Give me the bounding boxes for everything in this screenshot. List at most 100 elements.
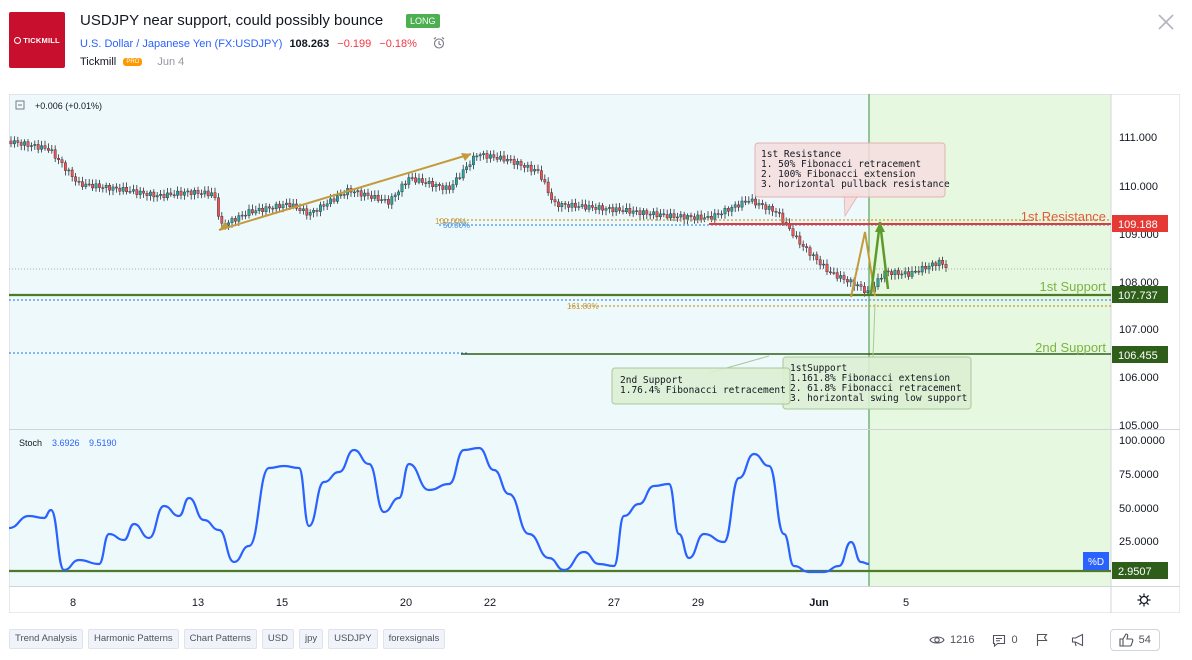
candle-body bbox=[278, 203, 281, 209]
candle-body bbox=[536, 169, 540, 171]
publish-date: Jun 4 bbox=[157, 56, 185, 68]
candle-body bbox=[57, 158, 61, 160]
symbol-price: 108.263 bbox=[289, 38, 330, 50]
candle-body bbox=[631, 210, 635, 214]
candle-body bbox=[397, 191, 400, 196]
alarm-clock-icon[interactable] bbox=[432, 36, 446, 50]
candle-body bbox=[533, 169, 537, 172]
candle-body bbox=[325, 203, 329, 207]
price-axis[interactable]: 111.000 110.000 109.000 108.000 107.000 … bbox=[1119, 132, 1159, 432]
candle-body bbox=[461, 169, 465, 179]
candle-body bbox=[625, 208, 628, 213]
candle-body bbox=[492, 154, 496, 158]
candle-body bbox=[529, 164, 533, 172]
projection-swing-gold[interactable] bbox=[850, 231, 876, 298]
candle-body bbox=[271, 207, 275, 210]
price-tick: 111.000 bbox=[1119, 132, 1157, 144]
stoch-axis[interactable]: 100.0000 75.0000 50.0000 25.0000 bbox=[1119, 435, 1165, 548]
settings-gear-icon[interactable] bbox=[1137, 593, 1151, 607]
candle-body bbox=[36, 144, 40, 150]
projection-arrow-up bbox=[875, 222, 885, 232]
candle-body bbox=[220, 216, 224, 224]
tag[interactable]: Trend Analysis bbox=[9, 629, 83, 649]
candle-body bbox=[849, 279, 853, 283]
stoch-projection-zone bbox=[869, 430, 1111, 586]
tag[interactable]: USD bbox=[261, 629, 294, 649]
trend-line[interactable] bbox=[218, 153, 472, 231]
candle-body bbox=[104, 185, 108, 188]
like-button[interactable]: 54 bbox=[1109, 629, 1160, 651]
time-axis[interactable]: 8 13 15 20 22 27 29 Jun 5 bbox=[70, 597, 909, 609]
candle-body bbox=[628, 208, 632, 214]
tag[interactable]: Chart Patterns bbox=[183, 629, 257, 649]
stoch-label: Stoch bbox=[19, 438, 42, 448]
time-tick: Jun bbox=[809, 597, 829, 609]
candle-body bbox=[557, 201, 560, 208]
candle-body bbox=[924, 266, 928, 270]
candle-body bbox=[611, 207, 615, 213]
stoch-d-value: 9.5190 bbox=[89, 438, 117, 448]
chart-svg[interactable]: +0.006 (+0.01%) 111.000 110.000 109.000 … bbox=[8, 93, 1181, 614]
candle-body bbox=[186, 190, 190, 193]
candle-body bbox=[47, 148, 50, 151]
tag[interactable]: USDJPY bbox=[328, 629, 378, 649]
candle-body bbox=[832, 272, 836, 274]
candle-body bbox=[730, 207, 734, 212]
candle-body bbox=[165, 192, 169, 199]
author-name[interactable]: Tickmill bbox=[80, 56, 117, 68]
candle-body bbox=[543, 179, 547, 183]
candle-body bbox=[125, 187, 129, 193]
stoch-line[interactable] bbox=[8, 446, 870, 574]
candle-body bbox=[380, 199, 383, 201]
candle-body bbox=[67, 169, 71, 172]
collapse-legend-icon[interactable] bbox=[15, 100, 25, 110]
candlestick-series[interactable] bbox=[9, 136, 948, 297]
candle-body bbox=[370, 195, 373, 199]
tag[interactable]: Harmonic Patterns bbox=[87, 629, 179, 649]
candle-body bbox=[645, 210, 649, 215]
candle-body bbox=[679, 214, 683, 218]
candle-body bbox=[12, 140, 16, 145]
candle-body bbox=[16, 140, 20, 143]
candle-body bbox=[716, 213, 720, 215]
candle-body bbox=[424, 182, 428, 184]
candle-body bbox=[526, 164, 530, 168]
candle-body bbox=[672, 213, 676, 218]
candle-body bbox=[40, 145, 43, 150]
note-line: 1.76.4% Fibonacci retracement bbox=[620, 385, 786, 396]
candle-body bbox=[818, 259, 822, 266]
note-line: 1. 50% Fibonacci retracement bbox=[761, 159, 921, 170]
candle-body bbox=[404, 183, 407, 186]
candle-body bbox=[808, 247, 812, 256]
candle-body bbox=[128, 191, 132, 193]
candle-body bbox=[33, 144, 37, 146]
candle-body bbox=[546, 181, 550, 193]
close-icon[interactable] bbox=[1156, 12, 1176, 32]
candle-body bbox=[26, 141, 30, 147]
candle-body bbox=[584, 204, 588, 210]
support1-note[interactable]: 1stSupport 1.161.8% Fibonacci extension … bbox=[782, 356, 972, 410]
tag[interactable]: forexsignals bbox=[382, 629, 446, 649]
candle-body bbox=[417, 178, 421, 183]
symbol-link[interactable]: U.S. Dollar / Japanese Yen (FX:USDJPY) bbox=[80, 38, 283, 50]
resistance-label: 1st Resistance bbox=[1021, 209, 1106, 224]
chart-area[interactable]: +0.006 (+0.01%) 111.000 110.000 109.000 … bbox=[8, 93, 1181, 614]
share-button[interactable] bbox=[1071, 633, 1092, 647]
resistance-note[interactable]: 1st Resistance 1. 50% Fibonacci retracem… bbox=[754, 142, 950, 198]
tag[interactable]: jpy bbox=[298, 629, 324, 649]
candle-body bbox=[312, 210, 315, 213]
candle-body bbox=[74, 176, 78, 182]
candle-body bbox=[805, 246, 809, 248]
tickmill-logo[interactable]: TICKMILL bbox=[9, 12, 65, 68]
candle-body bbox=[502, 155, 506, 162]
candle-body bbox=[148, 191, 152, 196]
flag-icon bbox=[1036, 633, 1048, 646]
candle-body bbox=[465, 166, 468, 170]
views-count: 1216 bbox=[950, 634, 975, 646]
flag-button[interactable] bbox=[1036, 633, 1053, 647]
support2-note[interactable]: 2nd Support 1.76.4% Fibonacci retracemen… bbox=[611, 367, 791, 405]
note-line: 3. horizontal pullback resistance bbox=[761, 179, 950, 190]
support1-price-tag bbox=[1112, 286, 1168, 303]
comments-stat[interactable]: 0 bbox=[992, 634, 1018, 647]
candle-body bbox=[750, 198, 754, 202]
